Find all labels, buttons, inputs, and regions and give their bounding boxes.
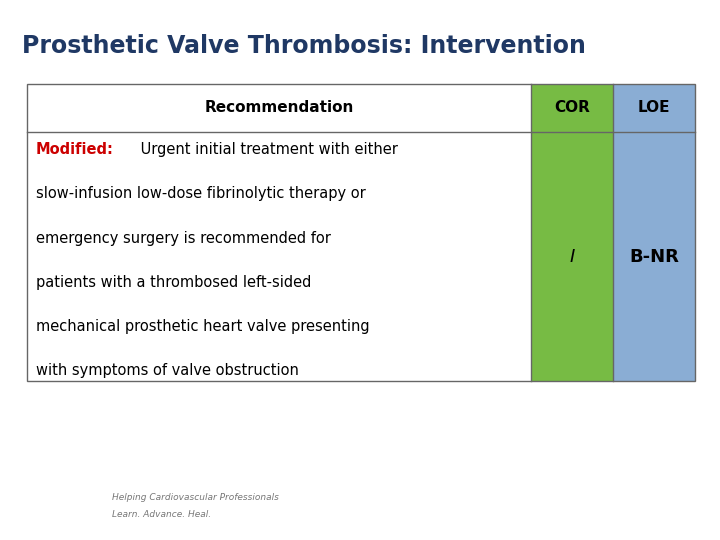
- Bar: [613, 84, 695, 132]
- Text: Learn. Advance. Heal.: Learn. Advance. Heal.: [112, 510, 211, 518]
- Bar: [27, 84, 531, 132]
- Text: with symptoms of valve obstruction: with symptoms of valve obstruction: [36, 363, 299, 379]
- Text: Prosthetic Valve Thrombosis: Intervention: Prosthetic Valve Thrombosis: Interventio…: [22, 34, 585, 58]
- Bar: [531, 84, 613, 132]
- Text: Urgent initial treatment with either: Urgent initial treatment with either: [137, 142, 398, 157]
- Bar: [27, 132, 531, 381]
- Text: mechanical prosthetic heart valve presenting: mechanical prosthetic heart valve presen…: [36, 319, 369, 334]
- Text: Recommendation: Recommendation: [204, 100, 354, 116]
- Text: I: I: [570, 247, 575, 266]
- Text: slow-infusion low-dose fibrinolytic therapy or: slow-infusion low-dose fibrinolytic ther…: [36, 186, 366, 201]
- Bar: [531, 132, 613, 381]
- Text: B-NR: B-NR: [629, 247, 679, 266]
- Bar: [27, 84, 695, 381]
- Text: Modified:: Modified:: [36, 142, 114, 157]
- Text: emergency surgery is recommended for: emergency surgery is recommended for: [36, 231, 331, 246]
- Text: COR: COR: [554, 100, 590, 116]
- Text: Helping Cardiovascular Professionals: Helping Cardiovascular Professionals: [112, 494, 279, 502]
- Bar: [613, 132, 695, 381]
- Text: LOE: LOE: [638, 100, 670, 116]
- Text: patients with a thrombosed left-sided: patients with a thrombosed left-sided: [36, 275, 311, 290]
